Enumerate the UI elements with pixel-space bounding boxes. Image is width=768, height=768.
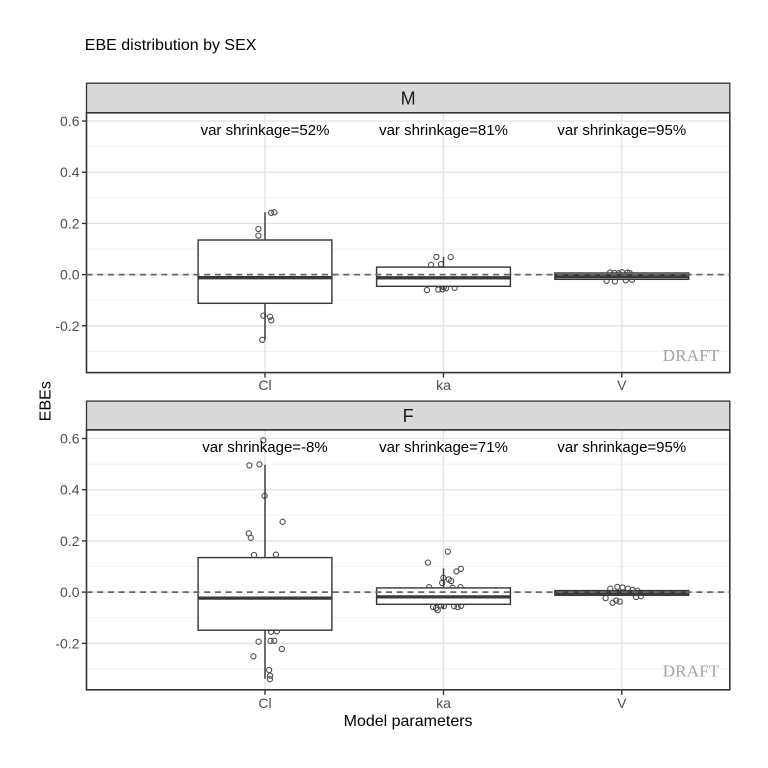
svg-text:Cl: Cl: [258, 695, 271, 711]
svg-text:M: M: [401, 88, 416, 108]
svg-text:var shrinkage=95%: var shrinkage=95%: [557, 439, 686, 456]
svg-text:0.6: 0.6: [60, 113, 80, 129]
svg-text:DRAFT: DRAFT: [663, 346, 720, 365]
svg-text:0.0: 0.0: [60, 267, 80, 283]
svg-text:var shrinkage=52%: var shrinkage=52%: [201, 122, 330, 139]
svg-text:var shrinkage=81%: var shrinkage=81%: [379, 122, 508, 139]
svg-text:0.0: 0.0: [60, 584, 80, 600]
svg-text:0.2: 0.2: [60, 215, 80, 231]
svg-text:V: V: [617, 695, 627, 711]
svg-text:var shrinkage=95%: var shrinkage=95%: [557, 122, 686, 139]
svg-text:ka: ka: [436, 695, 451, 711]
svg-text:Cl: Cl: [258, 377, 271, 393]
svg-text:Model parameters: Model parameters: [344, 713, 473, 730]
svg-text:0.6: 0.6: [60, 431, 80, 447]
svg-text:-0.2: -0.2: [55, 318, 79, 334]
svg-text:ka: ka: [436, 377, 451, 393]
svg-text:V: V: [617, 377, 627, 393]
svg-text:DRAFT: DRAFT: [663, 661, 720, 680]
svg-text:F: F: [403, 406, 414, 426]
svg-text:var shrinkage=71%: var shrinkage=71%: [379, 439, 508, 456]
svg-text:-0.2: -0.2: [55, 635, 79, 651]
svg-text:EBE distribution by SEX: EBE distribution by SEX: [85, 37, 257, 54]
svg-text:var shrinkage=-8%: var shrinkage=-8%: [202, 439, 327, 456]
svg-text:0.4: 0.4: [60, 164, 80, 180]
svg-text:0.2: 0.2: [60, 533, 80, 549]
svg-text:EBEs: EBEs: [37, 381, 54, 421]
svg-text:0.4: 0.4: [60, 482, 80, 498]
